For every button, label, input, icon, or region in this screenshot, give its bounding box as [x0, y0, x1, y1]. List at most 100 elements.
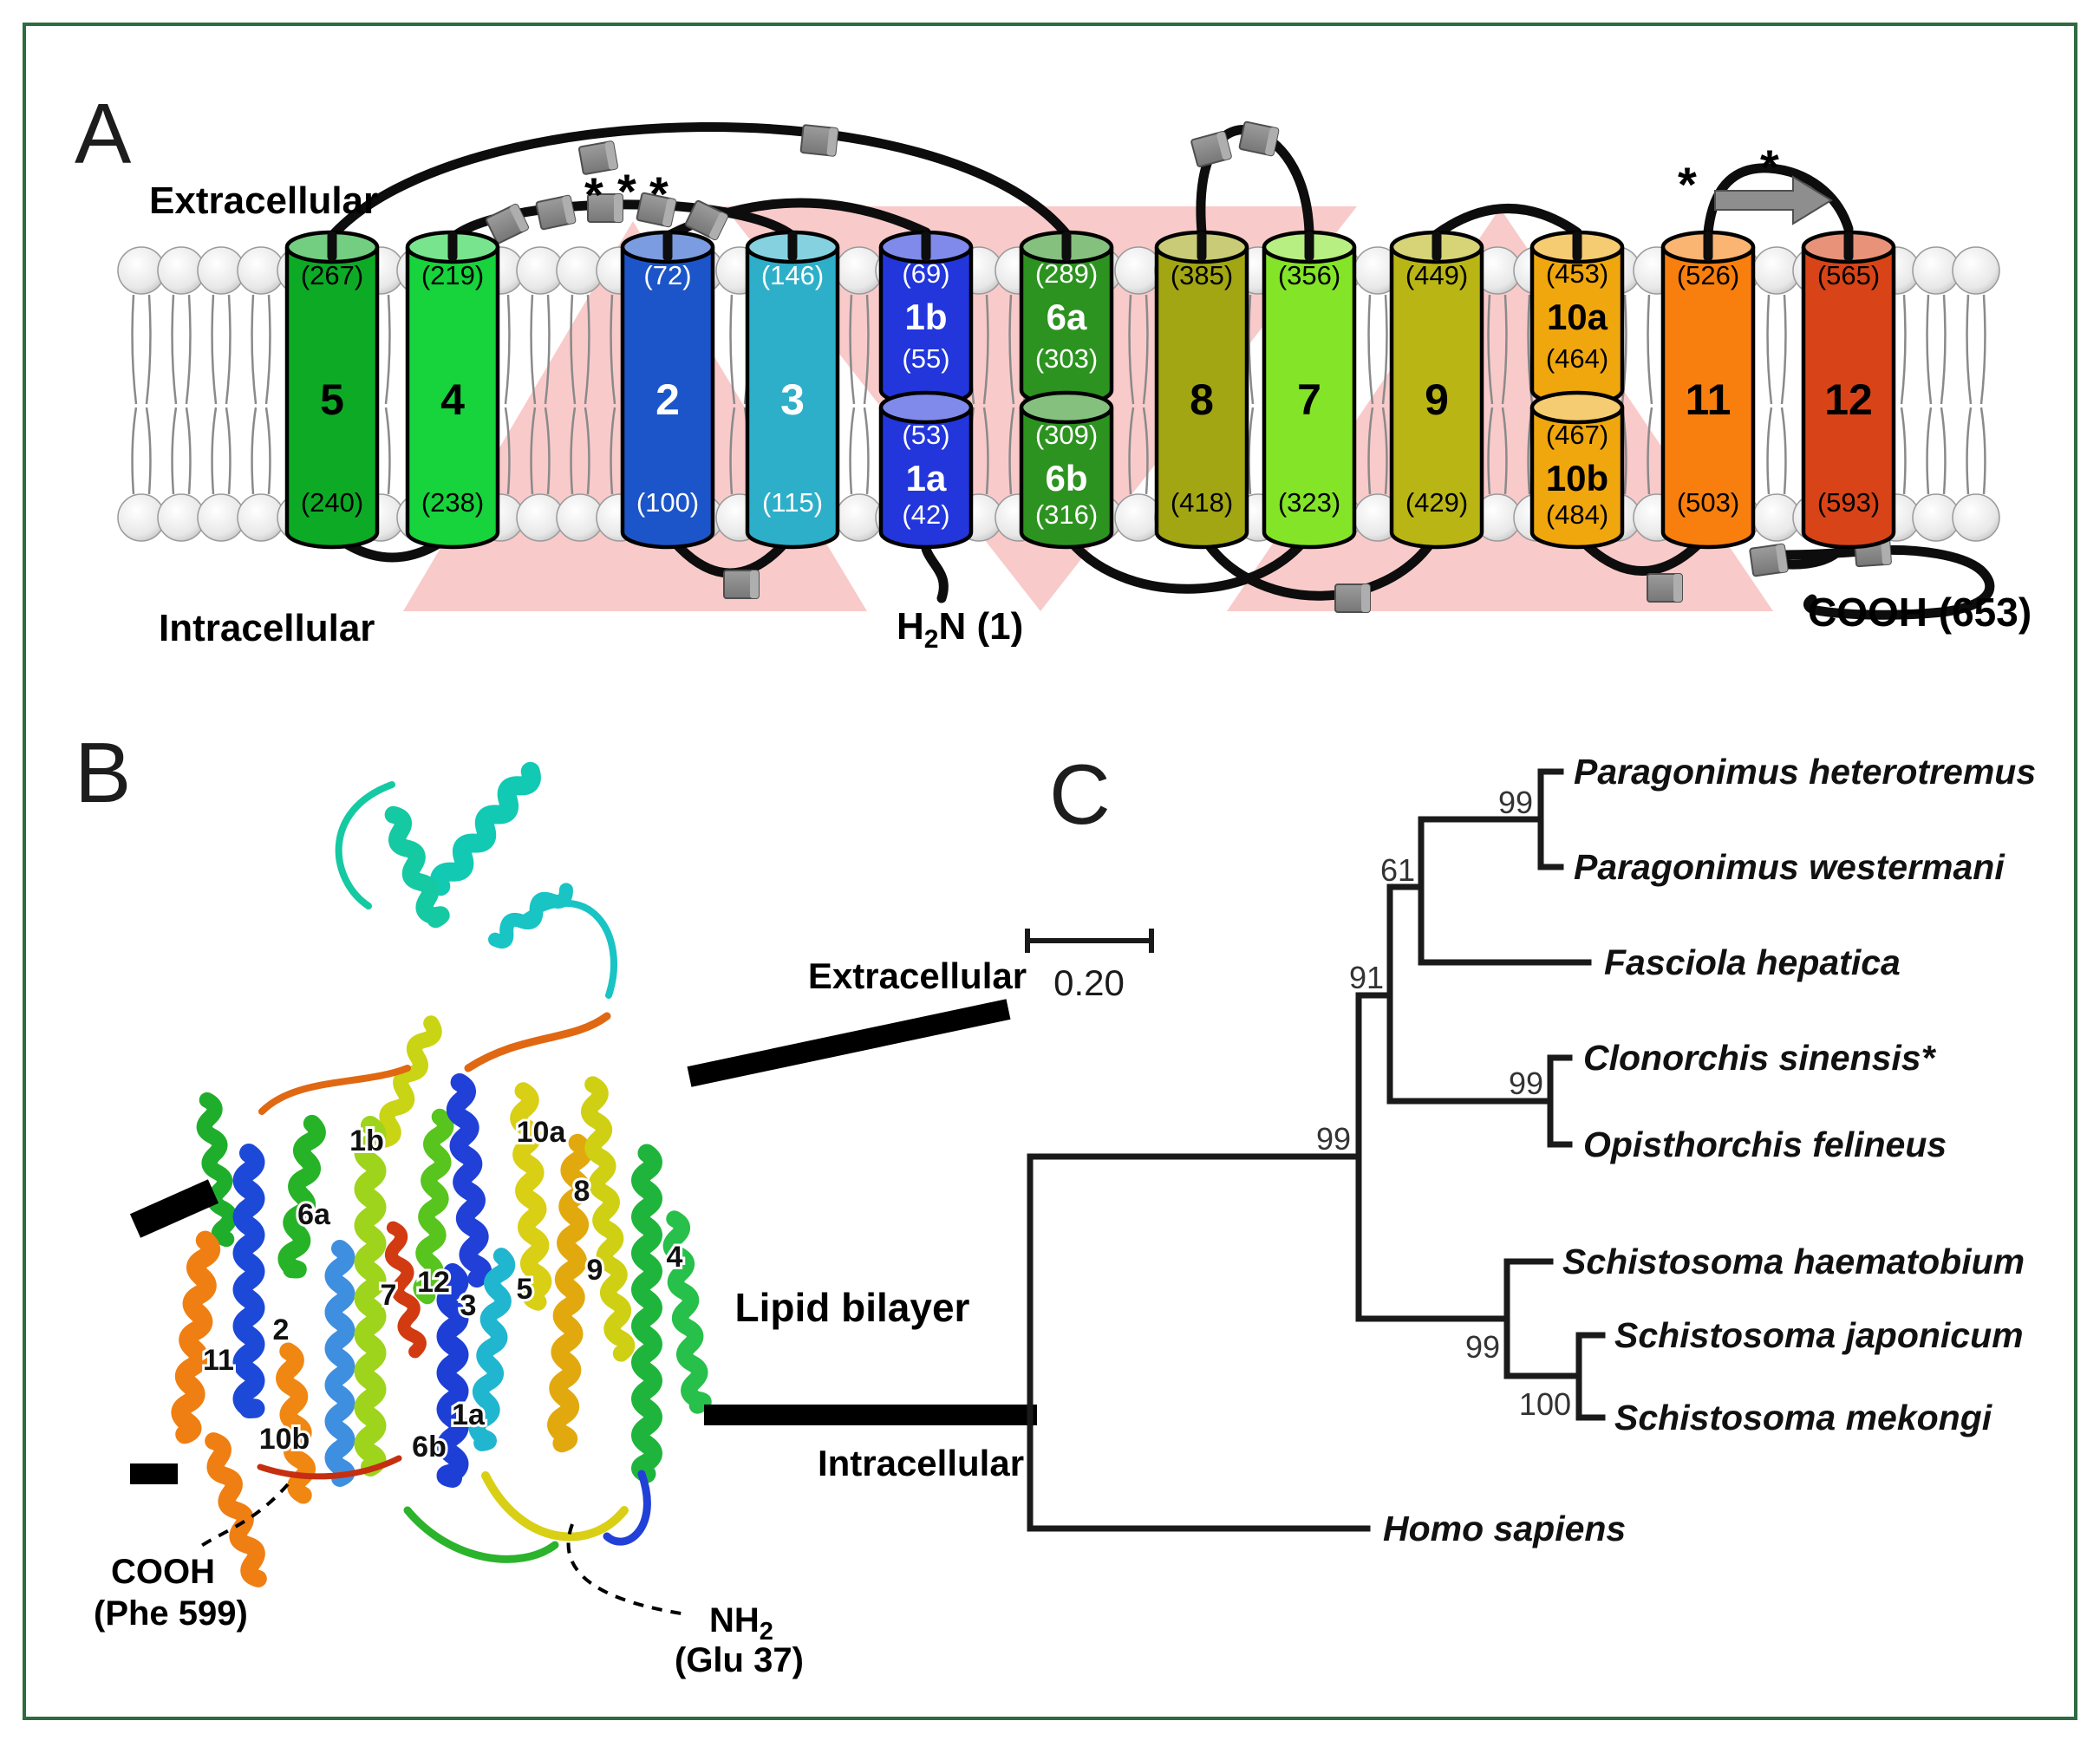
- c-terminus-label: COOH (653): [1808, 590, 2032, 635]
- loop-extracellular-5-6a: [327, 122, 1072, 241]
- ribbon-helix: [277, 1114, 326, 1279]
- ribbon-helix: [324, 1240, 355, 1487]
- bootstrap-value: 99: [1498, 785, 1533, 820]
- bootstrap-value: 99: [1316, 1121, 1351, 1157]
- taxon-label: Paragonimus heterotremus: [1574, 752, 2036, 792]
- ribbon-helix: [510, 1082, 552, 1311]
- scale-bar: 0.20: [1025, 929, 1154, 1003]
- panel-c-phylogeny: C Paragonimus heterotremus Paragonimus we…: [1025, 746, 2036, 1548]
- helix-tag-label: 6a: [297, 1198, 331, 1231]
- bootstrap-value: 91: [1349, 960, 1384, 995]
- residue-top: (526): [1677, 260, 1739, 290]
- lipid-bilayer-label: Lipid bilayer: [735, 1285, 970, 1330]
- taxon-label: Clonorchis sinensis*: [1583, 1038, 1937, 1078]
- loop-strand-orange: [464, 1012, 611, 1072]
- residue-bottom: (240): [301, 487, 363, 518]
- ribbon-helix: [276, 1342, 316, 1504]
- tm-helix-8: (385) 8 (418): [1154, 230, 1249, 550]
- loop-strand-blue: [603, 1470, 651, 1546]
- helix-number: 12: [1824, 375, 1873, 424]
- glycosylation-square-icon: [1190, 131, 1232, 167]
- ribbon-helix: [662, 1210, 712, 1414]
- ribbon-helix: [196, 1092, 238, 1248]
- loop-extracellular-9-10a: [1432, 204, 1582, 239]
- ribbon-helix: [171, 1230, 221, 1444]
- residue-top: (289): [1035, 258, 1098, 289]
- helix-number: 8: [1190, 375, 1214, 424]
- helix-tag-label: 1a: [452, 1398, 486, 1431]
- tree-branches: [1027, 768, 1606, 1532]
- ribbon-helix: [413, 1108, 454, 1305]
- taxon-label: Schistosoma japonicum: [1614, 1315, 2024, 1355]
- glycosylation-square-icon: [636, 192, 677, 228]
- panel-b-letter: B: [75, 725, 131, 820]
- nh2-label-line2: (Glu 37): [675, 1641, 804, 1679]
- figure-border: [23, 23, 2077, 1720]
- residue-bottom: (484): [1546, 499, 1608, 530]
- residue-bottom: (115): [762, 487, 823, 518]
- tm-helix-12: (565) 12 (593): [1801, 230, 1896, 550]
- asterisk-icon: *: [617, 164, 636, 218]
- helix-number: 3: [780, 375, 805, 424]
- ribbon-helix: [354, 1116, 387, 1476]
- connecting-loops: [327, 122, 1995, 620]
- residue-top: (385): [1171, 260, 1233, 290]
- helix-tag-label: 1b: [349, 1124, 384, 1157]
- residue-top: (53): [902, 420, 949, 450]
- arrow-icon: [1714, 175, 1833, 225]
- helix-tag-label: 8: [574, 1175, 590, 1208]
- loop-strand-green: [403, 1506, 559, 1563]
- extracellular-label-b: Extracellular: [808, 955, 1027, 996]
- tree-taxa: Paragonimus heterotremus Paragonimus west…: [1383, 752, 2036, 1548]
- glycosylation-square-icon: [486, 203, 529, 244]
- residue-bottom: (100): [636, 487, 699, 518]
- glycosylation-square-icon: [685, 199, 728, 241]
- intracellular-label-b: Intracellular: [818, 1443, 1024, 1483]
- glycosylation-square-icon: [799, 124, 839, 157]
- protein-ribbon-model: [171, 761, 712, 1587]
- cooh-pointer-dashed: [196, 1483, 290, 1550]
- ribbon-helix: [205, 1432, 267, 1587]
- nh2-label-line1: NH2: [709, 1601, 773, 1646]
- residue-bottom: (464): [1546, 343, 1608, 374]
- membrane-bar-extracellular: [687, 999, 1011, 1087]
- helix-number: 5: [320, 375, 344, 424]
- ribbon-connectors: [257, 781, 651, 1563]
- panel-a-topology: A * *: [75, 86, 2032, 654]
- residue-top: (356): [1278, 260, 1340, 290]
- extracellular-label: Extracellular: [149, 179, 378, 222]
- residue-bottom: (238): [421, 487, 484, 518]
- helix-number: 9: [1425, 375, 1449, 424]
- tm-helix-1b: (69) 1b (55): [878, 230, 974, 407]
- helix-number: 4: [440, 375, 465, 424]
- ribbon-helix: [384, 1221, 427, 1359]
- ribbon-helix: [468, 1248, 516, 1451]
- asterisk-icon: *: [1678, 157, 1697, 212]
- helix-tag-label: 9: [587, 1254, 603, 1287]
- ribbon-helix: [436, 1263, 469, 1488]
- helix-number: 6b: [1045, 458, 1087, 499]
- ribbon-helix: [581, 1076, 636, 1362]
- ribbon-helix: [384, 805, 450, 929]
- ribbon-helix: [430, 761, 541, 896]
- tree-bootstrap-values: 99 61 91 99 99 99 100: [1316, 785, 1571, 1422]
- helix-tag-label: 6b: [412, 1431, 447, 1463]
- loop-strand-orange: [258, 1065, 411, 1115]
- ribbon-helix: [631, 1144, 662, 1483]
- residue-top: (467): [1546, 420, 1608, 450]
- tm-helix-5: (267) 5 (240): [284, 230, 380, 550]
- residue-bottom: (593): [1817, 487, 1880, 518]
- residue-bottom: (42): [902, 499, 949, 530]
- terminus-pointers: [196, 1483, 688, 1616]
- residue-bottom: (503): [1677, 487, 1739, 518]
- glycosylation-square-icon: [1749, 543, 1789, 577]
- residue-top: (309): [1035, 420, 1098, 450]
- loop-strand-yellow: [481, 1471, 629, 1542]
- loop-intracellular-6b-7: [1061, 529, 1314, 594]
- tm-helix-6b: (309) 6b(316): [1019, 390, 1114, 550]
- bootstrap-value: 61: [1380, 852, 1415, 888]
- membrane-boundary-bars: [129, 999, 1037, 1484]
- taxon-label: Schistosoma mekongi: [1614, 1398, 1993, 1437]
- tm-helix-2: (72) 2 (100): [620, 230, 715, 550]
- tm-helix-11: (526) 11 (503): [1660, 230, 1756, 550]
